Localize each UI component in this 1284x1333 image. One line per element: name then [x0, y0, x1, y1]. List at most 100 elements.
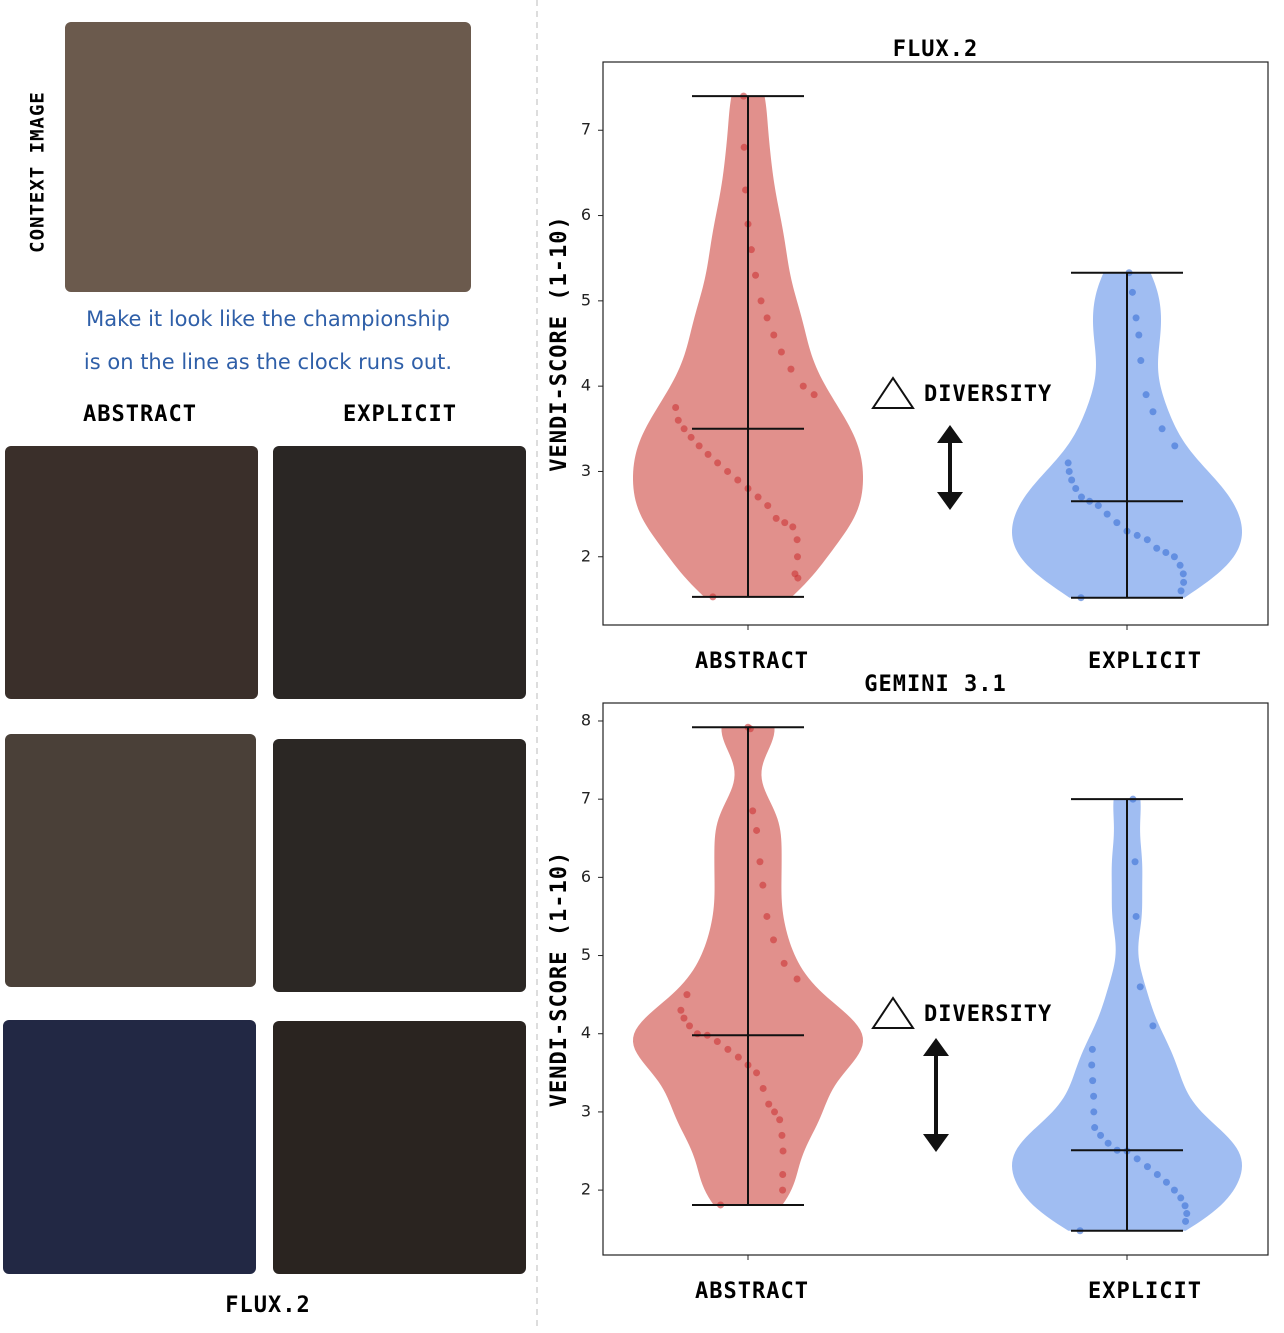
data-point — [747, 246, 755, 254]
data-point — [787, 365, 795, 373]
y-tick-label: 3 — [581, 461, 591, 480]
data-point — [714, 459, 722, 467]
data-point — [1153, 1170, 1161, 1178]
y-tick-label: 4 — [581, 1023, 591, 1042]
data-point — [1135, 331, 1143, 339]
context-label: CONTEXT IMAGE — [27, 91, 49, 253]
data-point — [779, 1186, 787, 1194]
data-point — [1177, 1194, 1185, 1202]
data-point — [764, 502, 772, 510]
data-point — [765, 1100, 773, 1108]
data-point — [777, 348, 785, 356]
data-point — [757, 297, 765, 305]
y-tick-label: 6 — [581, 867, 591, 886]
y-tick-label: 8 — [581, 710, 591, 729]
data-point — [791, 570, 799, 578]
data-point — [1170, 1186, 1178, 1194]
data-point — [1090, 1092, 1098, 1100]
data-point — [779, 1170, 787, 1178]
generated-image — [273, 1021, 526, 1274]
data-point — [763, 314, 771, 322]
annotation: DIVERSITY — [924, 382, 1052, 407]
data-point — [734, 1053, 742, 1061]
data-point — [1088, 1045, 1096, 1053]
data-point — [1180, 578, 1188, 586]
data-point — [1077, 493, 1085, 501]
data-point — [753, 826, 761, 834]
footer-label: FLUX.2 — [225, 1293, 310, 1318]
data-point — [753, 1069, 761, 1077]
data-point — [1064, 459, 1072, 467]
data-point — [1103, 510, 1111, 518]
data-point — [1072, 485, 1080, 493]
delta-symbol — [871, 996, 915, 1029]
chart-title: GEMINI 3.1 — [864, 672, 1006, 697]
data-point — [724, 1045, 732, 1053]
data-point — [1171, 442, 1179, 450]
data-point — [1170, 553, 1178, 561]
arrow-head — [923, 1038, 949, 1056]
x-tick-label: EXPLICIT — [1088, 1279, 1202, 1304]
data-point — [1091, 1124, 1099, 1132]
data-point — [695, 442, 703, 450]
data-point — [680, 1014, 688, 1022]
y-tick-label: 2 — [581, 546, 591, 565]
data-point — [778, 1131, 786, 1139]
data-point — [1183, 1210, 1191, 1218]
y-tick-label: 3 — [581, 1101, 591, 1120]
data-point — [1182, 1217, 1190, 1225]
data-point — [677, 1006, 685, 1014]
data-point — [1142, 391, 1150, 399]
y-tick-label: 4 — [581, 376, 591, 395]
data-point — [1162, 548, 1170, 556]
plot-frame — [602, 61, 1269, 626]
data-point — [793, 536, 801, 544]
data-point — [1153, 544, 1161, 552]
plot-frame — [602, 702, 1269, 1256]
data-point — [770, 331, 778, 339]
data-point — [749, 807, 757, 815]
data-point — [740, 143, 748, 151]
delta-symbol — [871, 376, 915, 409]
data-point — [1131, 858, 1139, 866]
data-point — [759, 1084, 767, 1092]
data-point — [756, 858, 764, 866]
data-point — [1132, 314, 1140, 322]
y-axis-label: VENDI-SCORE (1-10) — [547, 215, 572, 471]
data-point — [734, 476, 742, 484]
data-point — [672, 403, 680, 411]
column-label: ABSTRACT — [83, 402, 197, 427]
arrow-head — [923, 1134, 949, 1152]
y-tick-label: 5 — [581, 290, 591, 309]
data-point — [1089, 1077, 1097, 1085]
data-point — [1149, 1022, 1157, 1030]
y-tick-label: 7 — [581, 120, 591, 139]
data-point — [1177, 587, 1185, 595]
data-point — [1104, 1139, 1112, 1147]
arrow-head — [937, 492, 963, 510]
x-tick-label: EXPLICIT — [1088, 649, 1202, 674]
data-point — [686, 1022, 694, 1030]
generated-image — [273, 739, 526, 992]
prompt-line: is on the line as the clock runs out. — [84, 350, 452, 374]
y-tick-label: 5 — [581, 945, 591, 964]
generated-image — [5, 446, 258, 699]
data-point — [1133, 531, 1141, 539]
data-point — [680, 425, 688, 433]
data-point — [752, 271, 760, 279]
data-point — [1065, 467, 1073, 475]
prompt-line: Make it look like the championship — [86, 307, 450, 331]
x-tick-label: ABSTRACT — [695, 1279, 809, 1304]
data-point — [724, 467, 732, 475]
data-point — [789, 523, 797, 531]
data-point — [713, 1038, 721, 1046]
data-point — [781, 519, 789, 527]
data-point — [779, 1147, 787, 1155]
data-point — [1179, 570, 1187, 578]
generated-image — [3, 1020, 256, 1274]
arrow-head — [937, 425, 963, 443]
data-point — [1143, 1163, 1151, 1171]
data-point — [1136, 983, 1144, 991]
data-point — [1149, 408, 1157, 416]
